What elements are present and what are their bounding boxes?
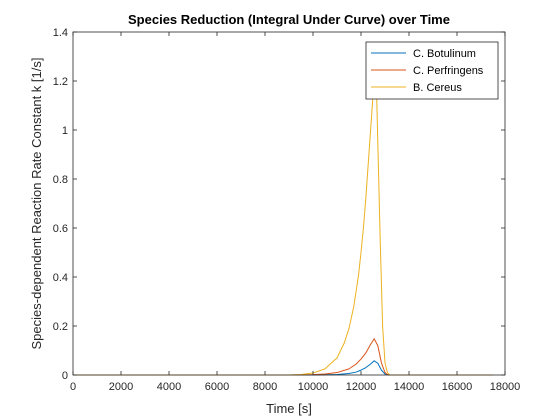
y-tick-label: 0.8 [53, 174, 68, 186]
y-tick-label: 0.4 [53, 272, 68, 284]
x-tick-label: 6000 [205, 381, 229, 393]
x-tick-label: 16000 [442, 381, 473, 393]
legend-label: B. Cereus [413, 82, 462, 94]
y-tick-label: 0.6 [53, 223, 68, 235]
x-axis-label: Time [s] [266, 401, 312, 416]
plot-frame [72, 31, 506, 376]
x-tick-label: 10000 [298, 381, 329, 393]
legend[interactable]: C. Botulinum C. Perfringens B. Cereus [365, 41, 499, 100]
x-tick-label: 0 [70, 381, 76, 393]
legend-label: C. Botulinum [413, 48, 476, 60]
x-axis-ticks: 0 2000 4000 6000 8000 10000 12000 14000 16000 180… [70, 32, 520, 393]
y-tick-label: 0.2 [53, 321, 68, 333]
y-axis-label: Species-dependent Reaction Rate Constant… [29, 58, 44, 350]
x-tick-label: 12000 [346, 381, 377, 393]
x-tick-label: 14000 [394, 381, 425, 393]
x-tick-label: 18000 [490, 381, 521, 393]
series-line-3 [73, 80, 493, 376]
x-tick-label: 4000 [157, 381, 181, 393]
x-tick-label: 8000 [253, 381, 277, 393]
legend-label: C. Perfringens [413, 65, 484, 77]
y-tick-label: 1 [62, 125, 68, 137]
y-tick-label: 1.4 [53, 27, 68, 39]
chart-title: Species Reduction (Integral Under Curve)… [128, 12, 450, 27]
y-tick-label: 1.2 [53, 76, 68, 88]
y-axis-ticks: 0 0.2 0.4 0.6 0.8 1 1.2 1.4 [53, 27, 505, 382]
x-tick-label: 2000 [109, 381, 133, 393]
y-tick-label: 0 [62, 370, 68, 382]
